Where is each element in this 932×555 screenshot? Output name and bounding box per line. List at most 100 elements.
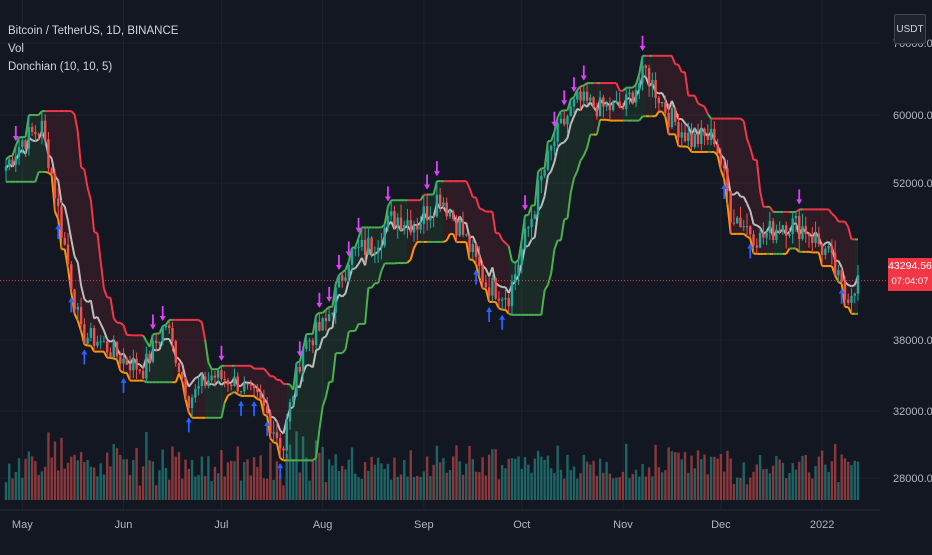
donchian-mid-line: [848, 285, 851, 286]
candle-body: [664, 102, 666, 113]
volume-bar: [498, 479, 500, 500]
volume-bar: [765, 469, 767, 500]
donchian-mid-line: [329, 328, 332, 329]
volume-bar: [687, 473, 689, 500]
volume-bar: [168, 480, 170, 500]
candle-body: [220, 370, 222, 379]
volume-bar: [847, 462, 849, 500]
volume-bar: [96, 476, 98, 500]
candle-body: [703, 129, 705, 136]
volume-bar: [703, 455, 705, 500]
candle-body: [540, 176, 542, 181]
sell-signal-arrowhead: [561, 100, 567, 105]
candle-body: [847, 299, 849, 303]
volume-bar: [155, 485, 157, 500]
candle-body: [436, 195, 438, 217]
candle-body: [126, 358, 128, 364]
volume-bar: [161, 450, 163, 500]
volume-bar: [416, 476, 418, 500]
volume-bar: [566, 455, 568, 500]
legend-volume[interactable]: Vol: [8, 40, 178, 58]
volume-bar: [605, 462, 607, 500]
volume-bar: [263, 478, 265, 500]
candle-body: [739, 218, 741, 228]
volume-bar: [573, 466, 575, 500]
candle-body: [302, 349, 304, 372]
candle-body: [410, 220, 412, 232]
volume-bar: [256, 467, 258, 500]
volume-bar: [837, 482, 839, 500]
candle-body: [648, 68, 650, 86]
candle-body: [628, 93, 630, 95]
candle-body: [341, 275, 343, 281]
candle-body: [445, 203, 447, 217]
candle-body: [501, 299, 503, 300]
candle-body: [481, 266, 483, 282]
volume-bar: [224, 476, 226, 500]
volume-bar: [380, 463, 382, 500]
volume-bar: [468, 446, 470, 500]
candle-body: [367, 238, 369, 255]
volume-bar: [690, 456, 692, 500]
candle-body: [746, 226, 748, 227]
volume-bar: [90, 467, 92, 500]
candle-body: [90, 328, 92, 338]
volume-bar: [34, 461, 36, 500]
volume-bar: [749, 478, 751, 500]
currency-unit-badge[interactable]: USDT: [894, 14, 926, 44]
candle-body: [811, 236, 813, 243]
candle-body: [677, 122, 679, 138]
candle-body: [28, 127, 30, 149]
candle-body: [34, 132, 36, 134]
volume-bar: [540, 457, 542, 500]
volume-bar: [18, 458, 20, 500]
candle-body: [667, 113, 669, 127]
candle-body: [197, 386, 199, 389]
candle-body: [439, 195, 441, 206]
sell-signal-arrowhead: [336, 265, 342, 270]
volume-bar: [772, 466, 774, 500]
candle-body: [488, 287, 490, 295]
candle-body: [651, 80, 653, 86]
volume-bar: [527, 465, 529, 500]
volume-bar: [11, 478, 13, 500]
legend-donchian[interactable]: Donchian (10, 10, 5): [8, 58, 178, 76]
candle-body: [292, 396, 294, 402]
volume-bar: [530, 473, 532, 500]
volume-bar: [403, 460, 405, 500]
volume-bar: [28, 452, 30, 500]
volume-bar: [70, 457, 72, 500]
volume-bar: [67, 463, 69, 500]
volume-bar: [834, 444, 836, 500]
volume-bar: [184, 460, 186, 500]
legend-symbol[interactable]: Bitcoin / TetherUS, 1D, BINANCE: [8, 22, 178, 40]
volume-bar: [289, 444, 291, 500]
volume-bar: [534, 459, 536, 500]
volume-bar: [494, 449, 496, 500]
volume-bar: [472, 459, 474, 500]
volume-bar: [824, 465, 826, 500]
volume-bar: [694, 468, 696, 500]
candle-body: [308, 340, 310, 341]
candle-body: [547, 150, 549, 169]
candle-body: [733, 223, 735, 224]
candle-body: [612, 102, 614, 110]
candle-body: [485, 282, 487, 287]
candle-body: [602, 97, 604, 106]
candle-body: [295, 367, 297, 396]
candle-body: [80, 307, 82, 324]
candle-body: [139, 369, 141, 371]
candle-body: [113, 342, 115, 357]
candle-body: [661, 102, 663, 103]
candle-body: [511, 282, 513, 307]
volume-bar: [325, 482, 327, 500]
candle-body: [504, 298, 506, 299]
volume-bar: [677, 453, 679, 500]
volume-bar: [308, 481, 310, 500]
volume-bar: [83, 462, 85, 500]
volume-bar: [615, 478, 617, 500]
volume-bar: [827, 472, 829, 500]
volume-bar: [769, 473, 771, 500]
